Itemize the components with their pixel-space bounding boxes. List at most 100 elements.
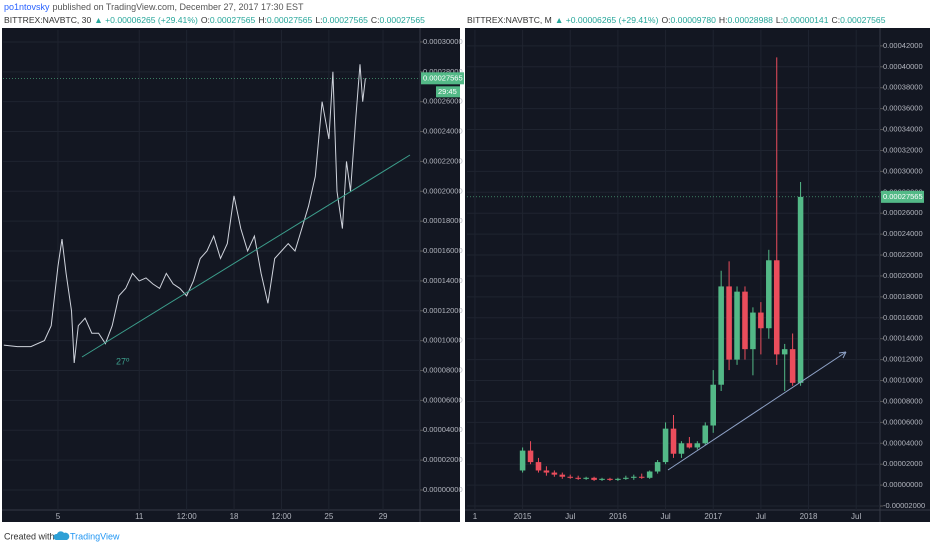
candle-body xyxy=(567,476,574,478)
published-text: published on TradingView.com, December 2… xyxy=(53,2,304,12)
legend-value: 0.00027565 xyxy=(210,15,256,25)
candle-body xyxy=(702,425,709,444)
legend-key: C: xyxy=(371,15,380,25)
y-tick-label: 0.00020000 xyxy=(883,271,923,280)
candle-body xyxy=(789,349,796,383)
arrow-head xyxy=(838,351,847,359)
candle-body xyxy=(662,428,669,463)
candle-body xyxy=(654,462,661,472)
candle-body xyxy=(670,428,677,454)
y-tick-label: 0.00040000 xyxy=(883,62,923,71)
candle-body xyxy=(758,312,764,329)
candle-body xyxy=(797,196,804,383)
candle-body xyxy=(766,260,772,329)
candle-body xyxy=(623,477,629,479)
candle-body xyxy=(559,474,566,477)
x-tick-label: 25 xyxy=(324,512,333,521)
candle-body xyxy=(781,349,788,355)
y-tick-label: 0.00010000 xyxy=(883,376,923,385)
candle-body xyxy=(615,478,621,480)
last-price-label: 0.00027565 xyxy=(883,192,923,201)
legend-value: 0.00028988 xyxy=(728,15,774,25)
candle-body xyxy=(750,312,756,350)
x-tick-label: 12:00 xyxy=(177,512,198,521)
y-tick-label: 0.00016000 xyxy=(423,246,463,255)
y-tick-label: 0.00030000 xyxy=(883,166,923,175)
y-tick-label: 0.00020000 xyxy=(423,186,463,195)
x-tick-label: 2017 xyxy=(704,512,722,521)
y-tick-label: 0.00022000 xyxy=(423,156,463,165)
x-tick-label: 12:00 xyxy=(271,512,292,521)
y-tick-label: 0.00016000 xyxy=(883,313,923,322)
y-tick-label: 0.00032000 xyxy=(883,145,923,154)
candle-body xyxy=(575,477,581,479)
y-tick-label: 0.00024000 xyxy=(423,127,463,136)
legend-symbol: BITTREX:NAVBTC, M xyxy=(467,15,552,25)
right-panel xyxy=(465,28,930,522)
candle-body xyxy=(686,443,693,448)
candle-body xyxy=(599,478,605,480)
candle-body xyxy=(551,472,558,475)
y-tick-label: 0.00014000 xyxy=(423,276,463,285)
candle-body xyxy=(678,443,685,454)
candle-body xyxy=(543,470,550,473)
legend-key: H: xyxy=(719,15,728,25)
y-tick-label: 0.00018000 xyxy=(883,292,923,301)
candle-body xyxy=(694,443,701,448)
candle-body xyxy=(583,477,589,479)
y-tick-label: 0.00042000 xyxy=(883,41,923,50)
countdown: 29:45 xyxy=(438,87,457,96)
candle-body xyxy=(742,291,748,350)
x-tick-label: Jul xyxy=(851,512,861,521)
candle-body xyxy=(710,384,716,426)
legend-key: L: xyxy=(776,15,783,25)
y-tick-label: 0.00024000 xyxy=(883,229,923,238)
candle-body xyxy=(734,291,740,360)
candle-body xyxy=(527,450,534,463)
x-tick-label: 2018 xyxy=(800,512,818,521)
y-tick-label: 0.00006000 xyxy=(883,417,923,426)
y-tick-label: 0.00038000 xyxy=(883,83,923,92)
x-tick-label: 1 xyxy=(473,512,478,521)
x-tick-label: Jul xyxy=(756,512,766,521)
footer: Created with TradingView xyxy=(4,531,120,541)
y-tick-label: 0.00026000 xyxy=(423,97,463,106)
x-tick-label: Jul xyxy=(660,512,670,521)
author[interactable]: po1ntovsky xyxy=(4,2,50,12)
y-tick-label: 0.00000000 xyxy=(883,480,923,489)
y-tick-label: 0.00006000 xyxy=(423,395,463,404)
candle-body xyxy=(638,476,645,478)
y-tick-label: 0.00002000 xyxy=(423,455,463,464)
legend-key: O: xyxy=(201,15,210,25)
y-tick-label: 0.00002000 xyxy=(883,459,923,468)
legend-change: ▲ +0.00006265 (+29.41%) xyxy=(555,15,659,25)
y-tick-label: 0.00012000 xyxy=(423,306,463,315)
candle-body xyxy=(631,476,637,478)
candle-body xyxy=(535,462,542,471)
x-tick-label: 2016 xyxy=(609,512,627,521)
left-panel xyxy=(2,28,460,522)
x-tick-label: 2015 xyxy=(514,512,532,521)
legend-value: 0.00000141 xyxy=(783,15,829,25)
x-tick-label: 11 xyxy=(135,512,144,521)
y-tick-label: 0.00014000 xyxy=(883,334,923,343)
chart-legend: BITTREX:NAVBTC, 30 ▲ +0.00006265 (+29.41%… xyxy=(4,15,425,25)
y-tick-label: -0.00002000 xyxy=(883,501,925,510)
candle-body xyxy=(773,260,780,355)
last-price-tag xyxy=(881,190,924,203)
x-tick-label: Jul xyxy=(565,512,575,521)
y-tick-label: 0.00000000 xyxy=(423,485,463,494)
x-tick-label: 5 xyxy=(56,512,61,521)
legend-value: 0.00027565 xyxy=(840,15,886,25)
legend-value: 0.00027565 xyxy=(379,15,425,25)
last-price-tag xyxy=(421,72,464,85)
legend-value: 0.00009780 xyxy=(671,15,717,25)
candle-body xyxy=(646,471,653,478)
y-tick-label: 0.00008000 xyxy=(883,396,923,405)
footer-brand[interactable]: TradingView xyxy=(70,531,120,541)
y-tick-label: 0.00004000 xyxy=(883,438,923,447)
price-line xyxy=(3,64,366,364)
legend-key: H: xyxy=(258,15,267,25)
